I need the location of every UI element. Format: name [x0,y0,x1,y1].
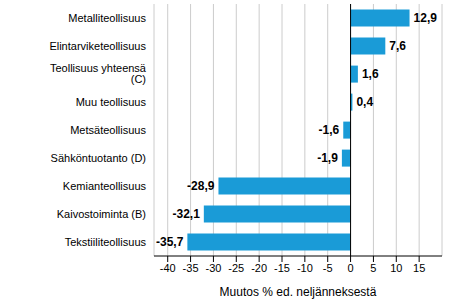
svg-text:-32,1: -32,1 [172,207,200,221]
svg-text:-30: -30 [205,262,221,274]
svg-text:15: 15 [413,262,425,274]
svg-text:Muutos % ed. neljänneksestä: Muutos % ed. neljänneksestä [220,285,377,299]
svg-text:Kemianteollisuus: Kemianteollisuus [63,180,147,192]
svg-text:Elintarviketeollisuus: Elintarviketeollisuus [49,40,146,52]
svg-text:-35,7: -35,7 [156,235,184,249]
svg-text:0: 0 [348,262,354,274]
svg-text:-15: -15 [274,262,290,274]
svg-text:-20: -20 [251,262,267,274]
svg-text:-10: -10 [297,262,313,274]
svg-text:Sähköntuotanto (D): Sähköntuotanto (D) [51,152,146,164]
svg-text:10: 10 [390,262,402,274]
svg-text:-25: -25 [228,262,244,274]
svg-text:12,9: 12,9 [414,11,438,25]
svg-text:-28,9: -28,9 [187,179,215,193]
svg-text:5: 5 [370,262,376,274]
svg-text:-35: -35 [183,262,199,274]
svg-text:-1,9: -1,9 [317,151,338,165]
svg-text:Teollisuus yhteensä(C): Teollisuus yhteensä(C) [50,62,147,85]
svg-text:7,6: 7,6 [389,39,406,53]
svg-text:1,6: 1,6 [362,67,379,81]
svg-text:Tekstiiliteollisuus: Tekstiiliteollisuus [65,236,147,248]
svg-text:0,4: 0,4 [356,95,373,109]
svg-text:Muu teollisuus: Muu teollisuus [76,96,147,108]
svg-text:Metsäteollisuus: Metsäteollisuus [70,124,146,136]
svg-text:-40: -40 [160,262,176,274]
svg-text:Kaivostoiminta (B): Kaivostoiminta (B) [57,208,146,220]
svg-text:-5: -5 [323,262,333,274]
svg-text:Metalliteollisuus: Metalliteollisuus [68,12,146,24]
svg-text:-1,6: -1,6 [319,123,340,137]
